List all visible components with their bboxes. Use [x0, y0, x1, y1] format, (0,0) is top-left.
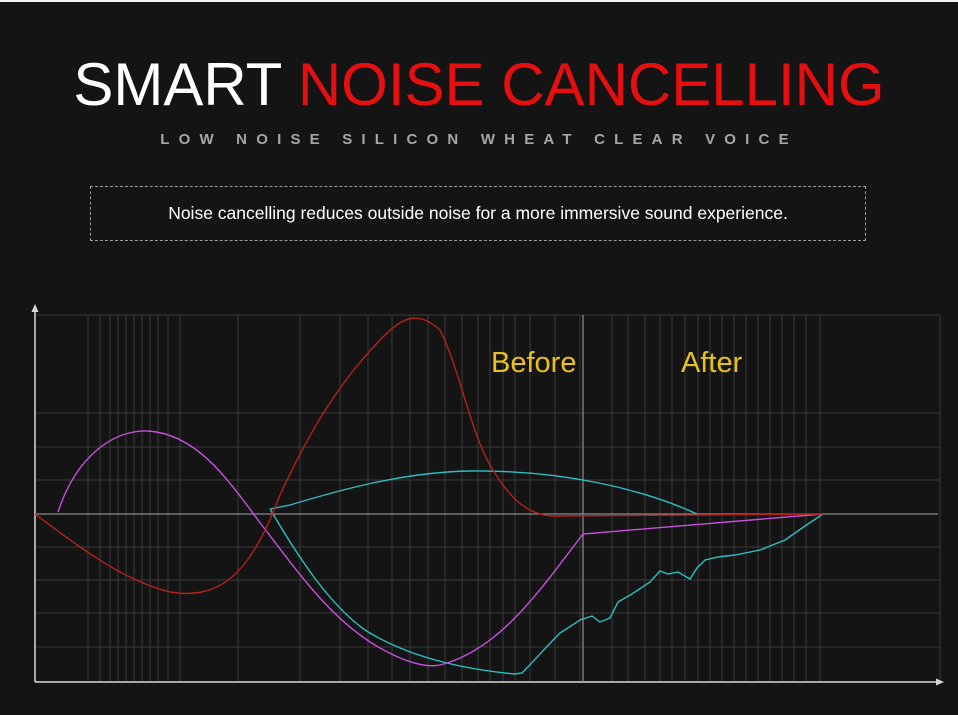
description-text: Noise cancelling reduces outside noise f… — [168, 203, 788, 223]
top-edge-strip — [0, 0, 958, 2]
headline-part-1: SMART — [73, 51, 282, 118]
noise-waveform-chart: Before After — [31, 304, 944, 686]
y-axis-arrow — [31, 304, 39, 312]
before-label: Before — [491, 347, 576, 379]
headline-part-2: NOISE CANCELLING — [297, 51, 885, 118]
subheadline: LOW NOISE SILICON WHEAT CLEAR VOICE — [160, 131, 798, 148]
x-axis-arrow — [936, 678, 944, 686]
headline: SMART NOISE CANCELLING — [0, 52, 958, 118]
red-signal-curve — [34, 317, 824, 595]
chart-grid — [35, 314, 941, 682]
cyan-signal-curve — [269, 470, 824, 675]
after-label: After — [681, 347, 743, 379]
description-box: Noise cancelling reduces outside noise f… — [90, 186, 866, 241]
magenta-signal-curve — [57, 430, 824, 667]
